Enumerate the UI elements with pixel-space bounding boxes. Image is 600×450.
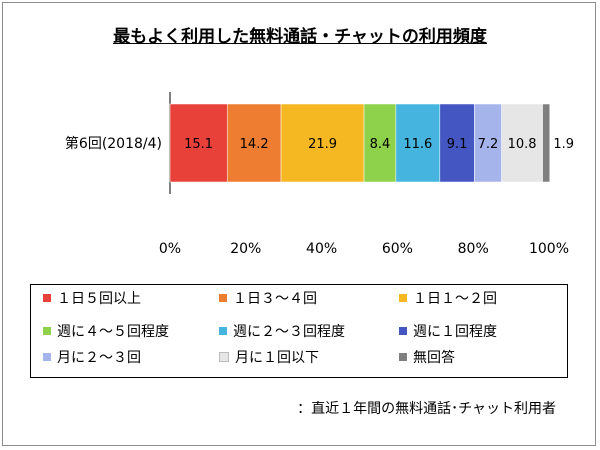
bar-segment bbox=[169, 103, 228, 183]
data-label: 1.9 bbox=[553, 137, 574, 152]
legend-item: 週に１回程度 bbox=[399, 321, 497, 341]
legend-label: １日３～４回 bbox=[233, 291, 317, 307]
legend-item: 無回答 bbox=[399, 347, 455, 367]
bar-segment bbox=[280, 103, 365, 183]
bar-segment bbox=[542, 103, 551, 183]
x-tick-label: 100% bbox=[529, 241, 569, 257]
legend-swatch bbox=[399, 327, 407, 335]
x-tick-label: 60% bbox=[382, 241, 413, 257]
data-label: 11.6 bbox=[403, 137, 432, 152]
footnote: ：直近１年間の無料通話･チャット利用者 bbox=[297, 401, 556, 417]
legend-item: 月に２～３回 bbox=[43, 347, 141, 367]
bar-segment bbox=[226, 103, 282, 183]
legend-swatch bbox=[399, 294, 407, 302]
bar-segment bbox=[363, 103, 397, 183]
legend-label: 週に１回程度 bbox=[413, 324, 497, 340]
data-label: 9.1 bbox=[447, 137, 468, 152]
data-label: 21.9 bbox=[308, 137, 337, 152]
x-tick-label: 20% bbox=[230, 241, 261, 257]
x-tick-label: 40% bbox=[306, 241, 337, 257]
legend-label: １日５回以上 bbox=[57, 291, 141, 307]
category-label: 第6回(2018/4) bbox=[65, 135, 162, 152]
x-tick-label: 80% bbox=[458, 241, 489, 257]
legend-label: 無回答 bbox=[413, 350, 455, 366]
legend-label: １日１～２回 bbox=[413, 291, 497, 307]
legend-item: １日５回以上 bbox=[43, 288, 141, 308]
bar-segment bbox=[439, 103, 475, 183]
legend-swatch bbox=[43, 327, 51, 335]
legend-item: １日１～２回 bbox=[399, 288, 497, 308]
data-label: 10.8 bbox=[508, 137, 537, 152]
legend-swatch bbox=[43, 294, 51, 302]
x-tick-label: 0% bbox=[159, 241, 181, 257]
data-label: 7.2 bbox=[478, 137, 499, 152]
stacked-bar-chart: 第6回(2018/4) 15.1 14.2 21.9 8.4 11.6 9.1 7.2 10.8… bbox=[65, 92, 574, 257]
legend-swatch bbox=[219, 294, 227, 302]
legend-swatch bbox=[399, 353, 407, 361]
legend-item: １日３～４回 bbox=[219, 288, 317, 308]
legend-swatch bbox=[219, 327, 227, 335]
legend-swatch bbox=[43, 353, 51, 361]
legend-swatch bbox=[219, 352, 229, 362]
legend-label: 週に４～５回程度 bbox=[57, 324, 169, 340]
data-label: 14.2 bbox=[240, 137, 269, 152]
legend-item: 週に２～３回程度 bbox=[219, 321, 345, 341]
legend-item: 週に４～５回程度 bbox=[43, 321, 169, 341]
bar-segment bbox=[395, 103, 441, 183]
legend-item: 月に１回以下 bbox=[219, 347, 319, 367]
legend-label: 週に２～３回程度 bbox=[233, 324, 345, 340]
legend: １日５回以上 １日３～４回 １日１～２回週に４～５回程度 週に２～３回程度 週に１回程度… bbox=[30, 284, 568, 378]
data-label: 8.4 bbox=[370, 137, 391, 152]
chart-frame bbox=[2, 2, 596, 446]
legend-label: 月に２～３回 bbox=[57, 350, 141, 366]
legend-label: 月に１回以下 bbox=[235, 350, 319, 366]
chart-title: 最もよく利用した無料通話・チャットの利用頻度 bbox=[113, 27, 487, 47]
data-label: 15.1 bbox=[184, 137, 213, 152]
